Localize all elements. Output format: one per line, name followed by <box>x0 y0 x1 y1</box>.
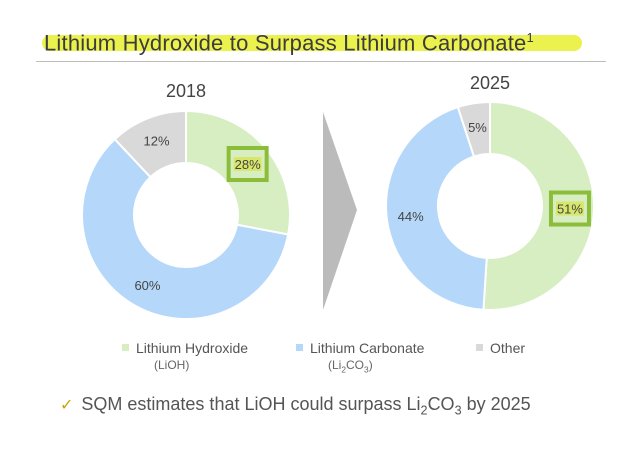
legend-item-other: Other <box>476 340 525 356</box>
data-label-2018-other: 12% <box>144 134 170 149</box>
highlight-fill-2025 <box>555 201 584 216</box>
legend-label-lithium-hydroxide: Lithium Hydroxide <box>136 340 249 356</box>
page-title: Lithium Hydroxide to Surpass Lithium Car… <box>44 30 534 56</box>
legend-swatch-other <box>476 344 483 351</box>
chevron-right-icon <box>323 112 357 310</box>
legend-label-lithium-carbonate: Lithium Carbonate <box>310 340 425 356</box>
legend-sub-lioh: (LiOH) <box>154 358 190 372</box>
data-label-2018-lithium-hydroxide: 28% <box>235 157 261 172</box>
legend-label-other: Other <box>490 340 526 356</box>
highlight-box-2025 <box>548 190 591 227</box>
data-label-2025-lithium-hydroxide: 51% <box>557 202 583 217</box>
donut-slice-2025-other <box>456 100 491 158</box>
legend-swatch-lithium-hydroxide <box>122 344 129 351</box>
donut-2018: 2018 28% 60% 12% <box>81 81 291 320</box>
title-highlight <box>42 35 582 51</box>
legend-item-lithium-hydroxide: Lithium Hydroxide (LiOH) <box>122 340 248 372</box>
donut-slice-2025-lithium-carbonate <box>385 105 488 311</box>
donut-slice-2025-lithium-hydroxide <box>482 100 595 311</box>
highlight-fill-2018 <box>233 157 262 172</box>
legend-swatch-lithium-carbonate <box>296 344 303 351</box>
donut-slice-2018-lithium-hydroxide <box>185 109 291 236</box>
page-title-text: Lithium Hydroxide to Surpass Lithium Car… <box>44 30 527 56</box>
data-label-2018-lithium-carbonate: 60% <box>134 278 160 293</box>
donut-2025: 2025 51% 44% 5% <box>385 73 595 311</box>
chart-title-2018: 2018 <box>166 81 206 101</box>
donut-slice-2018-lithium-carbonate <box>81 137 290 320</box>
legend-item-lithium-carbonate: Lithium Carbonate (Li2CO3) <box>296 340 424 374</box>
data-label-2025-lithium-carbonate: 44% <box>398 209 424 224</box>
title-divider <box>36 61 606 62</box>
footnote-mark: 1 <box>526 30 534 45</box>
checkmark-icon: ✓ <box>60 397 74 414</box>
highlight-box-2018 <box>226 146 269 183</box>
donut-slice-2018-other <box>113 109 187 179</box>
chart-title-2025: 2025 <box>470 73 510 93</box>
footer-note: ✓ SQM estimates that LiOH could surpass L… <box>60 394 531 418</box>
legend-sub-li2co3: (Li2CO3) <box>328 358 373 375</box>
title-block: Lithium Hydroxide to Surpass Lithium Car… <box>38 26 608 60</box>
data-label-2025-other: 5% <box>468 120 487 135</box>
